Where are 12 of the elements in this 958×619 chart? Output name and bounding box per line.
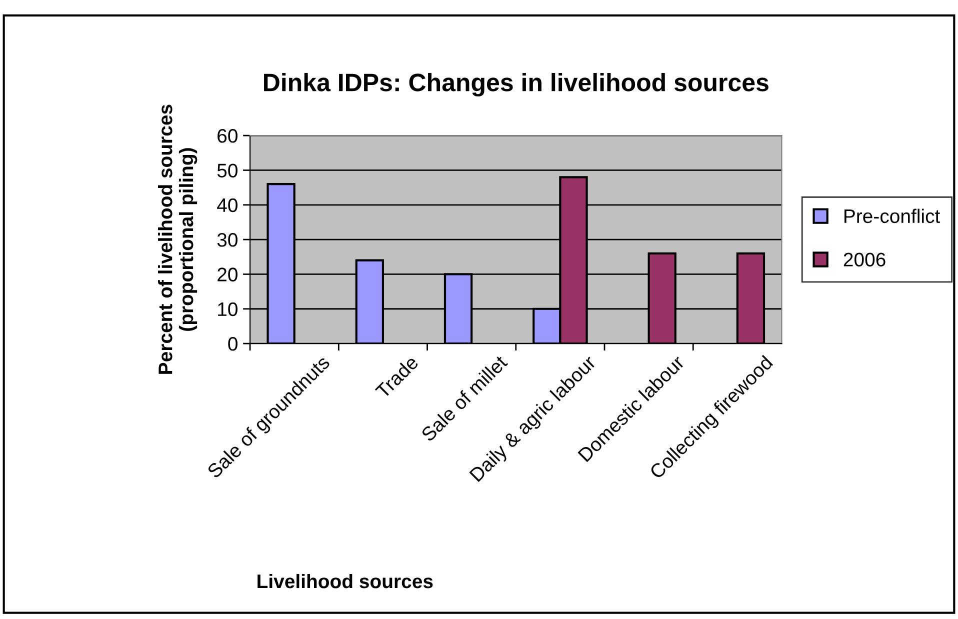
y-tick-label: 20 <box>218 268 238 282</box>
legend-label: Pre-conflict <box>844 208 940 224</box>
y-tick-label: 10 <box>218 302 238 316</box>
y-tick-label: 0 <box>228 337 238 351</box>
chart-title: Dinka IDPs: Changes in livelihood sources <box>264 73 768 96</box>
legend-label: 2006 <box>844 252 886 266</box>
y-axis-title: Percent of livelihood sources (proportional piling) <box>158 104 198 374</box>
y-tick-label: 50 <box>217 164 238 178</box>
y-tick-label: 60 <box>218 129 238 143</box>
y-tick-label: 40 <box>217 198 238 212</box>
x-axis-title: Livelihood sources <box>258 574 433 588</box>
y-tick-label: 30 <box>217 233 238 247</box>
